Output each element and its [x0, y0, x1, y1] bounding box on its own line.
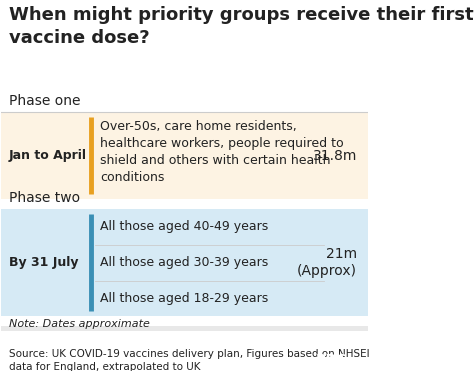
FancyBboxPatch shape: [1, 326, 368, 371]
Text: Phase two: Phase two: [9, 191, 80, 205]
FancyBboxPatch shape: [1, 209, 368, 316]
Text: When might priority groups receive their first
vaccine dose?: When might priority groups receive their…: [9, 6, 474, 46]
Text: Over-50s, care home residents,
healthcare workers, people required to
shield and: Over-50s, care home residents, healthcar…: [100, 120, 344, 184]
FancyBboxPatch shape: [1, 112, 368, 199]
Text: 31.8m: 31.8m: [313, 148, 357, 162]
Text: 21m
(Approx): 21m (Approx): [297, 247, 357, 278]
Text: Phase one: Phase one: [9, 94, 80, 108]
FancyBboxPatch shape: [302, 346, 361, 371]
Text: Jan to April: Jan to April: [9, 149, 87, 162]
Text: All those aged 18-29 years: All those aged 18-29 years: [100, 292, 269, 305]
Text: By 31 July: By 31 July: [9, 256, 78, 269]
Text: Source: UK COVID-19 vaccines delivery plan, Figures based on NHSEI
data for Engl: Source: UK COVID-19 vaccines delivery pl…: [9, 349, 369, 371]
Text: All those aged 40-49 years: All those aged 40-49 years: [100, 220, 269, 233]
Text: Note: Dates approximate: Note: Dates approximate: [9, 319, 150, 329]
Text: All those aged 30-39 years: All those aged 30-39 years: [100, 256, 269, 269]
Text: BBC: BBC: [316, 353, 347, 367]
